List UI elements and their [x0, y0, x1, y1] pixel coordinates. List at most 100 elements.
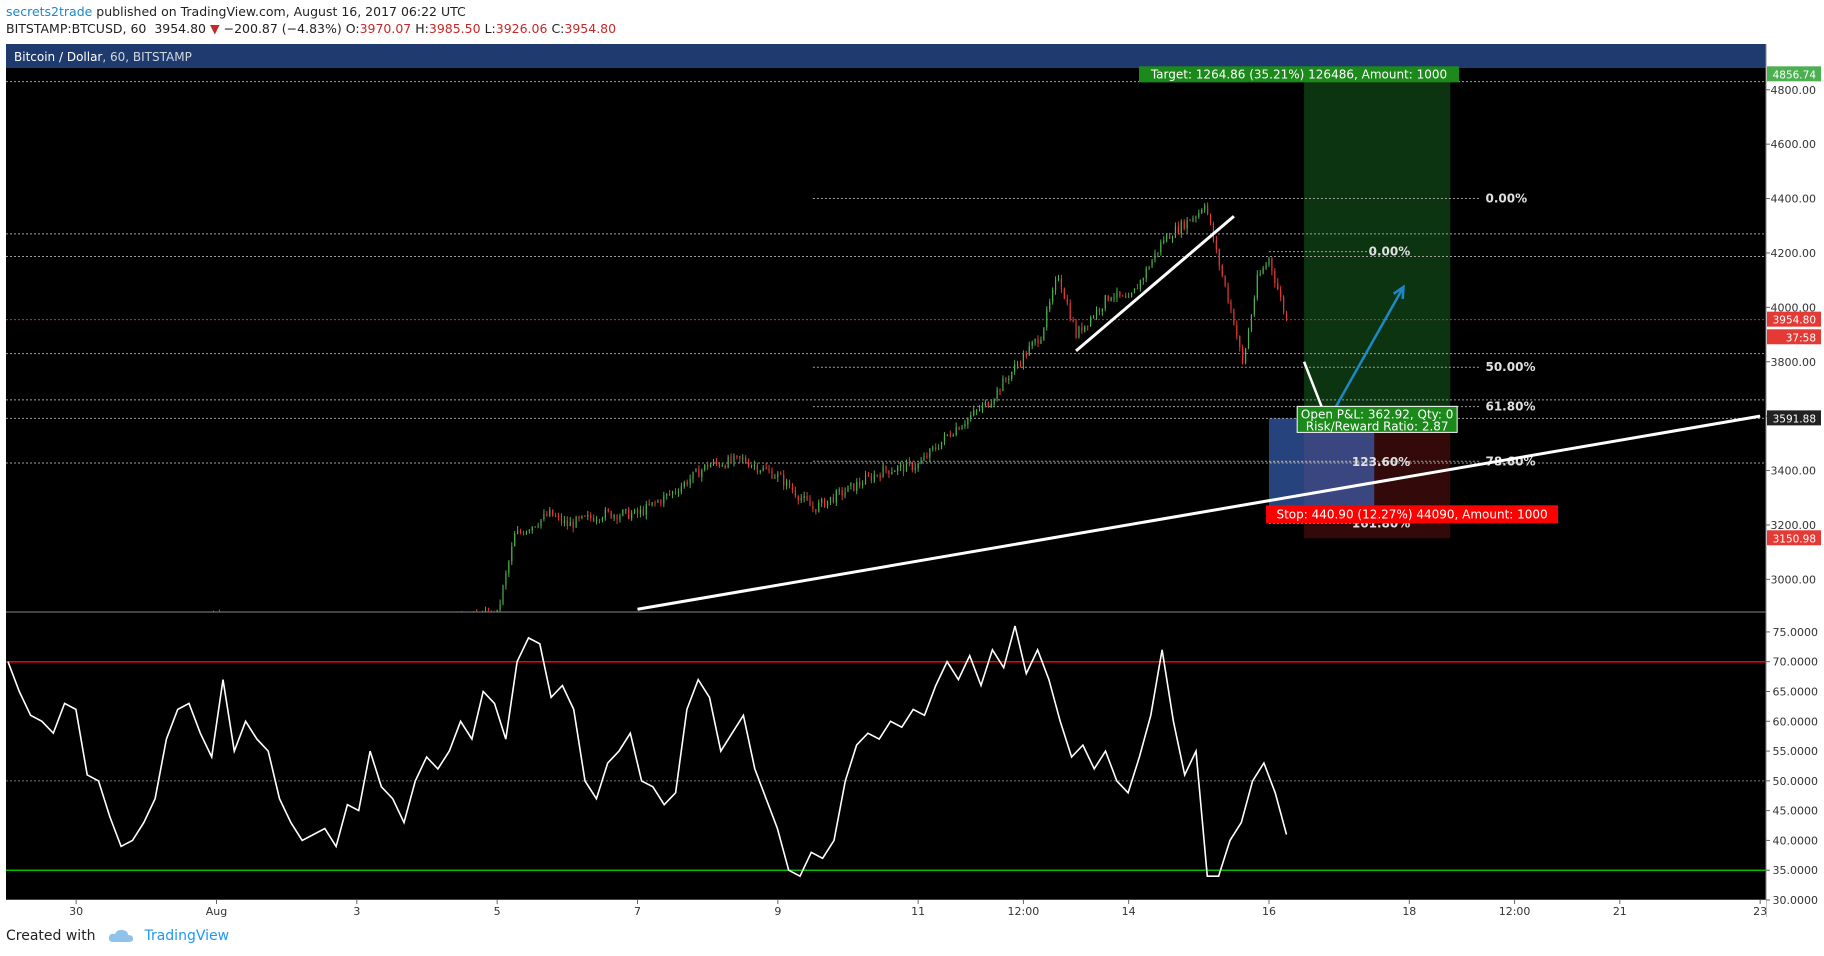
rsi-tick-label: 40.0000 [1773, 834, 1819, 847]
candle-body [487, 610, 489, 612]
candle-body [788, 480, 791, 488]
candle-body [707, 464, 709, 468]
rsi-axis[interactable]: 75.0000 70.0000 65.0000 60.0000 55.0000 50.00… [1766, 626, 1818, 907]
candle-body [835, 490, 837, 503]
rr-label: Risk/Reward Ratio: 2.87 [1306, 419, 1449, 433]
candle-body [774, 477, 776, 479]
candle-body [949, 434, 951, 437]
candle-body [660, 500, 662, 504]
candle-body [856, 481, 858, 491]
candle-body [829, 496, 832, 501]
time-tick-label: 30 [69, 905, 83, 918]
candle-body [1125, 295, 1127, 298]
candle-body [563, 520, 566, 523]
candle-body [669, 493, 671, 495]
fib-label: 0.00% [1485, 192, 1527, 206]
candle-body [984, 401, 987, 405]
candle-body [1218, 249, 1220, 266]
candle-body [1052, 290, 1054, 302]
candle-body [1136, 288, 1139, 290]
candle-body [712, 461, 715, 465]
candle-body [657, 500, 659, 503]
candle-body [508, 561, 510, 574]
candle-body [1180, 221, 1182, 234]
price-tick-label: 4000.00 [1771, 301, 1817, 314]
target-label-bg [1138, 66, 1459, 83]
rsi-tick-label: 50.0000 [1773, 775, 1819, 788]
candle-body [1078, 326, 1080, 338]
candle-body [1230, 302, 1232, 310]
symbol-label: BITSTAMP:BTCUSD, 60 [6, 21, 147, 36]
price-label-bg [1767, 66, 1821, 82]
candle-body [619, 515, 621, 520]
candle-body [964, 424, 966, 427]
price-tick-label: 4200.00 [1771, 247, 1817, 260]
candle-body [625, 508, 627, 511]
time-axis[interactable]: 30 Aug 3 5 7 9 11 12:00 14 16 18 12:00 21 23 [69, 900, 1767, 918]
rsi-tick-label: 30.0000 [1773, 894, 1819, 907]
candle-body [935, 447, 937, 449]
candle-body [832, 496, 834, 503]
candle-body [885, 466, 887, 471]
rsi-tick-label: 75.0000 [1773, 626, 1819, 639]
candle-body [528, 530, 530, 532]
candle-body [1253, 298, 1255, 316]
candle-body [578, 516, 580, 519]
candle-body [519, 530, 522, 533]
candles [213, 202, 1288, 612]
author-name[interactable]: secrets2trade [6, 4, 93, 19]
candle-body [704, 464, 706, 470]
candle-body [1166, 234, 1168, 241]
published-text: published on TradingView.com, August 16,… [92, 4, 466, 19]
trendline-1 [1075, 215, 1235, 353]
candle-body [1008, 378, 1010, 380]
candle-body [938, 448, 940, 450]
down-triangle-icon: ▼ [210, 21, 220, 36]
candle-body [1163, 240, 1165, 243]
candle-body [549, 509, 551, 516]
candle-body [1049, 301, 1051, 310]
candle-body [841, 489, 843, 496]
price-axis[interactable]: 4800.00 4600.00 4400.00 4200.00 4000.00 3800.… [1766, 66, 1821, 586]
candle-body [613, 515, 615, 519]
candle-body [864, 475, 867, 485]
candle-body [543, 514, 545, 520]
candle-body [698, 469, 700, 478]
time-tick-label: 16 [1262, 905, 1276, 918]
candle-body [862, 484, 864, 486]
target-zone [1304, 74, 1451, 419]
tradingview-brand[interactable]: TradingView [144, 928, 230, 944]
candle-body [534, 526, 536, 528]
fib-label: 0.00% [1369, 245, 1411, 259]
candle-body [1040, 339, 1042, 344]
candle-body [747, 462, 750, 467]
pnl-label: Open P&L: 362.92, Qty: 0 [1301, 407, 1454, 421]
price-tick-label: 3400.00 [1771, 465, 1817, 478]
candle-body [715, 461, 718, 464]
candle-body [1122, 295, 1124, 297]
candle-body [940, 441, 943, 449]
candle-body [970, 415, 972, 419]
fib-label: 123.60% [1352, 455, 1410, 469]
candle-body [628, 508, 630, 519]
candle-body [1233, 309, 1235, 325]
candle-body [593, 518, 595, 522]
candle-body [525, 531, 527, 535]
price-tick-label: 4400.00 [1771, 193, 1817, 206]
chart-header: secrets2trade published on TradingView.c… [6, 3, 1816, 37]
time-tick-label: 7 [634, 905, 641, 918]
candle-body [891, 471, 893, 474]
candle-body [824, 498, 826, 507]
candle-body [552, 509, 554, 517]
candle-body [1101, 308, 1103, 312]
candle-body [1171, 237, 1174, 240]
candle-body [777, 473, 779, 478]
candle-body [622, 510, 624, 516]
candle-body [1069, 303, 1071, 320]
price-pane[interactable]: 0.00%50.00%61.80%78.60%0.00%123.60%161.8… [5, 66, 1766, 663]
candle-body [1285, 311, 1288, 319]
candle-body [1236, 324, 1238, 337]
candle-body [616, 515, 618, 520]
rsi-pane[interactable] [6, 625, 1766, 878]
